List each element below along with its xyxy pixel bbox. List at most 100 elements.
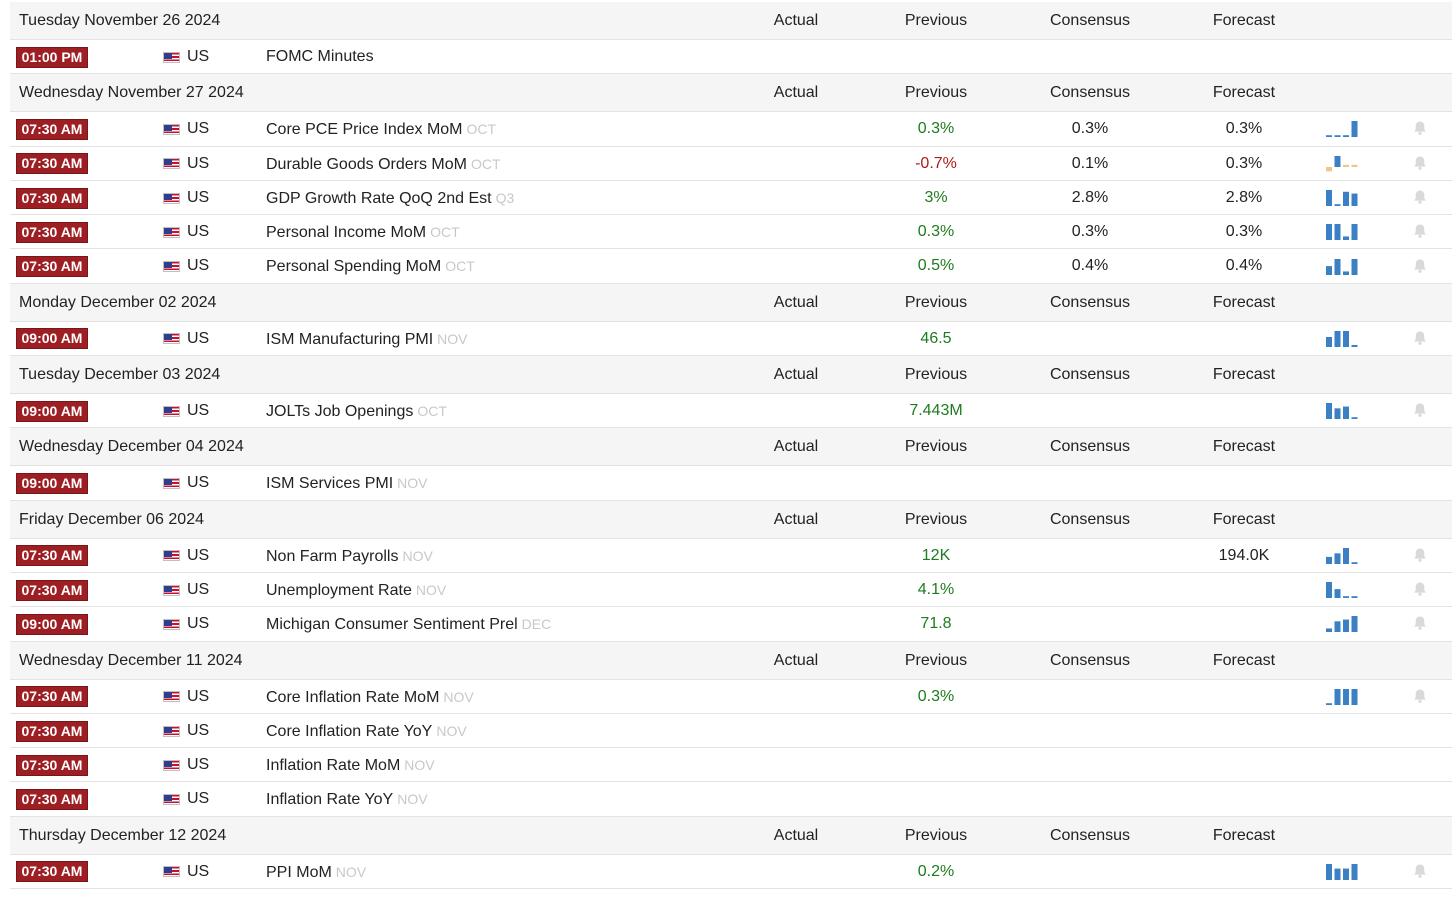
event-row[interactable]: 07:30 AM US Core Inflation Rate MoM NOV 0.3% — [10, 679, 1452, 715]
history-sparkline-chart[interactable] — [1325, 258, 1359, 276]
event-name-link[interactable]: Inflation Rate YoY NOV — [266, 782, 428, 817]
event-name[interactable]: Personal Income MoM — [266, 224, 427, 242]
event-name-link[interactable]: Michigan Consumer Sentiment Prel DEC — [266, 607, 551, 642]
event-row[interactable]: 09:00 AM US ISM Services PMI NOV — [10, 466, 1452, 501]
column-header-forecast[interactable]: Forecast — [1212, 366, 1276, 384]
event-name-link[interactable]: Inflation Rate MoM NOV — [266, 748, 435, 783]
bell-alert-icon[interactable] — [1412, 863, 1428, 879]
event-name[interactable]: FOMC Minutes — [266, 48, 374, 65]
event-name-link[interactable]: Unemployment Rate NOV — [266, 573, 446, 608]
event-name[interactable]: ISM Manufacturing PMI — [266, 330, 434, 348]
event-row[interactable]: 07:30 AM US Core PCE Price Index MoM OCT 0.3… — [10, 112, 1452, 147]
event-row[interactable]: 09:00 AM US Michigan Consumer Sentiment Pr… — [10, 607, 1452, 642]
history-sparkline-chart[interactable] — [1325, 223, 1359, 241]
column-header-consensus[interactable]: Consensus — [1049, 826, 1131, 844]
event-name[interactable]: Core Inflation Rate MoM — [266, 688, 440, 706]
event-name-link[interactable]: ISM Manufacturing PMI NOV — [266, 322, 468, 357]
column-header-previous[interactable]: Previous — [904, 826, 968, 844]
event-name-link[interactable]: Durable Goods Orders MoM OCT — [266, 147, 501, 182]
column-header-actual[interactable]: Actual — [773, 366, 819, 384]
column-header-previous[interactable]: Previous — [904, 366, 968, 384]
bell-alert-icon[interactable] — [1412, 547, 1428, 563]
event-name-link[interactable]: PPI MoM NOV — [266, 855, 366, 890]
event-name[interactable]: ISM Services PMI — [266, 475, 394, 493]
event-name[interactable]: Inflation Rate YoY — [266, 791, 394, 809]
history-sparkline-chart[interactable] — [1325, 155, 1359, 173]
column-header-consensus[interactable]: Consensus — [1049, 651, 1131, 669]
column-header-forecast[interactable]: Forecast — [1212, 293, 1276, 311]
column-header-consensus[interactable]: Consensus — [1049, 510, 1131, 528]
bell-alert-icon[interactable] — [1412, 155, 1428, 171]
column-header-forecast[interactable]: Forecast — [1212, 84, 1276, 102]
column-header-previous[interactable]: Previous — [904, 12, 968, 29]
event-name-link[interactable]: FOMC Minutes — [266, 40, 374, 74]
history-sparkline-chart[interactable] — [1325, 189, 1359, 207]
bell-alert-icon[interactable] — [1412, 615, 1428, 631]
bell-alert-icon[interactable] — [1412, 223, 1428, 239]
event-row[interactable]: 09:00 AM US ISM Manufacturing PMI NOV 46.5 — [10, 321, 1452, 357]
event-row[interactable]: 07:30 AM US Core Inflation Rate YoY NOV — [10, 713, 1452, 749]
event-row[interactable]: 09:00 AM US JOLTs Job Openings OCT 7.443M — [10, 394, 1452, 429]
event-name-link[interactable]: GDP Growth Rate QoQ 2nd Est Q3 — [266, 181, 514, 216]
event-row[interactable]: 07:30 AM US GDP Growth Rate QoQ 2nd Est Q3 3… — [10, 180, 1452, 216]
column-header-forecast[interactable]: Forecast — [1212, 826, 1276, 844]
event-row[interactable]: 07:30 AM US Unemployment Rate NOV 4.1% — [10, 572, 1452, 608]
event-row[interactable]: 07:30 AM US Inflation Rate MoM NOV — [10, 748, 1452, 783]
bell-alert-icon[interactable] — [1412, 189, 1428, 205]
history-sparkline-chart[interactable] — [1325, 547, 1359, 565]
event-name[interactable]: Core Inflation Rate YoY — [266, 722, 433, 740]
column-header-previous[interactable]: Previous — [904, 651, 968, 669]
bell-alert-icon[interactable] — [1412, 330, 1428, 346]
history-sparkline-chart[interactable] — [1325, 581, 1359, 599]
event-name-link[interactable]: Personal Income MoM OCT — [266, 215, 460, 250]
event-name[interactable]: Unemployment Rate — [266, 581, 412, 599]
event-row[interactable]: 01:00 PM US FOMC Minutes — [10, 40, 1452, 75]
column-header-previous[interactable]: Previous — [904, 438, 968, 456]
column-header-actual[interactable]: Actual — [773, 651, 819, 669]
event-name-link[interactable]: JOLTs Job Openings OCT — [266, 394, 447, 429]
event-row[interactable]: 07:30 AM US Durable Goods Orders MoM OCT -0.… — [10, 146, 1452, 182]
event-name[interactable]: GDP Growth Rate QoQ 2nd Est — [266, 189, 492, 207]
event-row[interactable]: 07:30 AM US Non Farm Payrolls NOV 12K 194.0K — [10, 538, 1452, 574]
event-name-link[interactable]: ISM Services PMI NOV — [266, 466, 427, 501]
column-header-previous[interactable]: Previous — [904, 510, 968, 528]
bell-alert-icon[interactable] — [1412, 120, 1428, 136]
column-header-actual[interactable]: Actual — [773, 438, 819, 456]
event-name[interactable]: Durable Goods Orders MoM — [266, 155, 467, 173]
event-name[interactable]: Core PCE Price Index MoM — [266, 121, 463, 139]
column-header-previous[interactable]: Previous — [904, 293, 968, 311]
event-name[interactable]: Inflation Rate MoM — [266, 757, 401, 775]
bell-alert-icon[interactable] — [1412, 581, 1428, 597]
column-header-actual[interactable]: Actual — [773, 826, 819, 844]
event-row[interactable]: 07:30 AM US Inflation Rate YoY NOV — [10, 782, 1452, 817]
column-header-actual[interactable]: Actual — [773, 84, 819, 102]
event-row[interactable]: 07:30 AM US PPI MoM NOV 0.2% — [10, 854, 1452, 890]
bell-alert-icon[interactable] — [1412, 688, 1428, 704]
event-row[interactable]: 07:30 AM US Personal Spending MoM OCT 0.5% 0.… — [10, 249, 1452, 284]
history-sparkline-chart[interactable] — [1325, 120, 1359, 138]
column-header-consensus[interactable]: Consensus — [1049, 366, 1131, 384]
event-row[interactable]: 07:30 AM US Personal Income MoM OCT 0.3% 0.3%… — [10, 215, 1452, 250]
event-name[interactable]: JOLTs Job Openings — [266, 403, 414, 421]
event-name-link[interactable]: Non Farm Payrolls NOV — [266, 539, 433, 574]
bell-alert-icon[interactable] — [1412, 258, 1428, 274]
bell-alert-icon[interactable] — [1412, 402, 1428, 418]
history-sparkline-chart[interactable] — [1325, 330, 1359, 348]
column-header-forecast[interactable]: Forecast — [1212, 12, 1276, 29]
event-name[interactable]: Non Farm Payrolls — [266, 547, 399, 565]
event-name-link[interactable]: Core Inflation Rate MoM NOV — [266, 680, 474, 715]
column-header-previous[interactable]: Previous — [904, 84, 968, 102]
column-header-actual[interactable]: Actual — [773, 12, 819, 29]
column-header-forecast[interactable]: Forecast — [1212, 510, 1276, 528]
history-sparkline-chart[interactable] — [1325, 863, 1359, 881]
column-header-consensus[interactable]: Consensus — [1049, 12, 1131, 29]
column-header-actual[interactable]: Actual — [773, 510, 819, 528]
column-header-forecast[interactable]: Forecast — [1212, 651, 1276, 669]
column-header-consensus[interactable]: Consensus — [1049, 293, 1131, 311]
event-name[interactable]: PPI MoM — [266, 863, 332, 881]
event-name[interactable]: Michigan Consumer Sentiment Prel — [266, 616, 518, 634]
history-sparkline-chart[interactable] — [1325, 615, 1359, 633]
event-name-link[interactable]: Core PCE Price Index MoM OCT — [266, 112, 496, 147]
column-header-consensus[interactable]: Consensus — [1049, 84, 1131, 102]
history-sparkline-chart[interactable] — [1325, 688, 1359, 706]
